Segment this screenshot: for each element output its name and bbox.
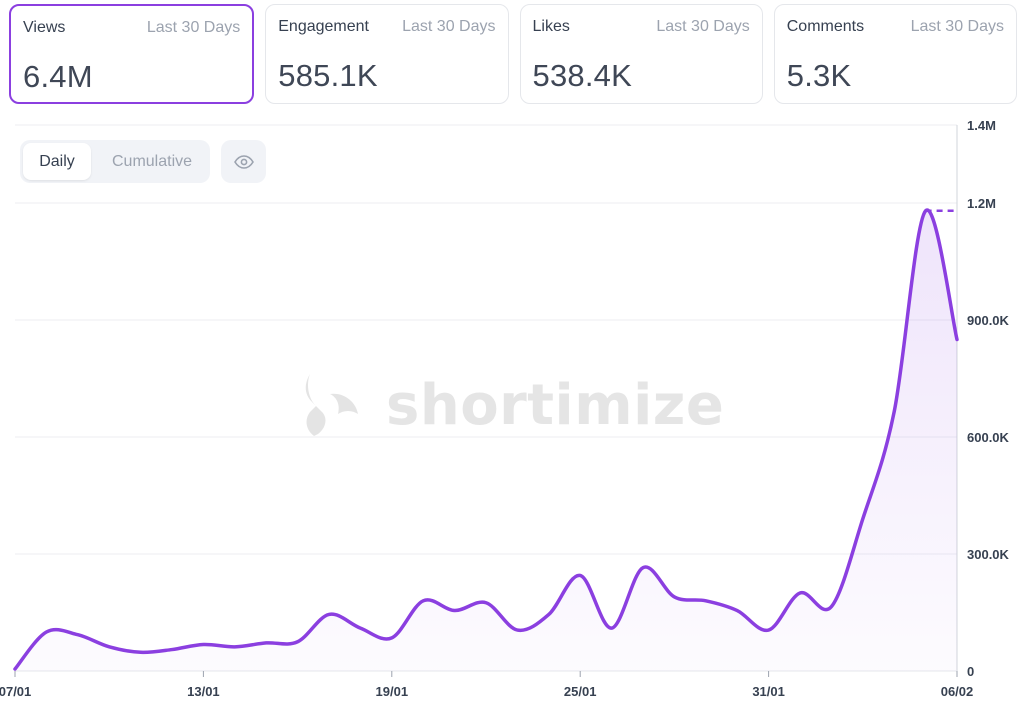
x-tick-label: 19/01 xyxy=(376,684,409,699)
data-point xyxy=(326,611,332,617)
chart-mode-toggle: Daily Cumulative xyxy=(20,140,210,183)
card-label: Comments xyxy=(786,18,865,35)
card-period: Last 30 Days xyxy=(402,18,496,35)
y-tick-label: 900.0K xyxy=(967,313,1010,328)
data-point xyxy=(828,604,834,610)
data-point xyxy=(546,611,552,617)
card-value: 6.4M xyxy=(23,59,93,94)
visibility-toggle-button[interactable] xyxy=(221,140,266,183)
data-point xyxy=(106,644,112,650)
card-label: Engagement xyxy=(278,18,369,35)
data-point xyxy=(75,632,81,638)
data-point xyxy=(200,641,206,647)
data-point xyxy=(420,598,426,604)
x-tick-label: 25/01 xyxy=(564,684,597,699)
data-point xyxy=(138,649,144,655)
data-point xyxy=(232,644,238,650)
data-point xyxy=(43,629,49,635)
data-point xyxy=(577,572,583,578)
card-value: 585.1K xyxy=(278,58,378,93)
views-card[interactable]: Views Last 30 Days 6.4M xyxy=(9,4,255,104)
data-point xyxy=(734,608,740,614)
data-point xyxy=(703,598,709,604)
data-point xyxy=(640,565,646,571)
y-tick-label: 300.0K xyxy=(967,547,1010,562)
card-label: Views xyxy=(23,19,66,36)
cumulative-option[interactable]: Cumulative xyxy=(111,153,193,170)
data-point xyxy=(452,608,458,614)
y-tick-label: 0 xyxy=(967,664,974,679)
series-area xyxy=(15,209,957,671)
data-point xyxy=(295,639,301,645)
data-point xyxy=(954,337,960,343)
y-tick-label: 1.4M xyxy=(967,118,996,133)
card-period: Last 30 Days xyxy=(910,18,1004,35)
x-tick-label: 31/01 xyxy=(752,684,785,699)
data-point xyxy=(766,627,772,633)
data-point xyxy=(891,409,897,415)
data-point xyxy=(671,594,677,600)
data-point xyxy=(12,666,18,672)
data-point xyxy=(514,627,520,633)
card-value: 5.3K xyxy=(786,58,852,93)
card-period: Last 30 Days xyxy=(656,18,750,35)
data-point xyxy=(483,600,489,606)
data-point xyxy=(860,516,866,522)
x-tick-label: 06/02 xyxy=(941,684,974,699)
data-point xyxy=(357,625,363,631)
data-point xyxy=(609,625,615,631)
watermark: shortimize xyxy=(300,370,724,440)
card-label: Likes xyxy=(532,18,570,35)
data-point xyxy=(169,647,175,653)
card-period: Last 30 Days xyxy=(146,19,241,36)
x-tick-label: 13/01 xyxy=(187,684,220,699)
y-tick-label: 600.0K xyxy=(967,430,1010,445)
likes-card[interactable]: Likes Last 30 Days 538.4K xyxy=(519,4,763,104)
y-tick-label: 1.2M xyxy=(967,196,996,211)
card-value: 538.4K xyxy=(532,58,632,93)
eye-icon xyxy=(233,154,254,169)
metric-cards: Views Last 30 Days 6.4M Engagement Last … xyxy=(9,4,1017,104)
data-point xyxy=(389,635,395,641)
data-point xyxy=(263,640,269,646)
watermark-text: shortimize xyxy=(386,372,725,438)
shortimize-logo-icon xyxy=(305,374,358,436)
data-point xyxy=(797,590,803,596)
engagement-card[interactable]: Engagement Last 30 Days 585.1K xyxy=(265,4,509,104)
comments-card[interactable]: Comments Last 30 Days 5.3K xyxy=(773,4,1017,104)
x-tick-label: 07/01 xyxy=(0,684,31,699)
daily-option[interactable]: Daily xyxy=(23,143,91,180)
series-line xyxy=(13,208,959,671)
